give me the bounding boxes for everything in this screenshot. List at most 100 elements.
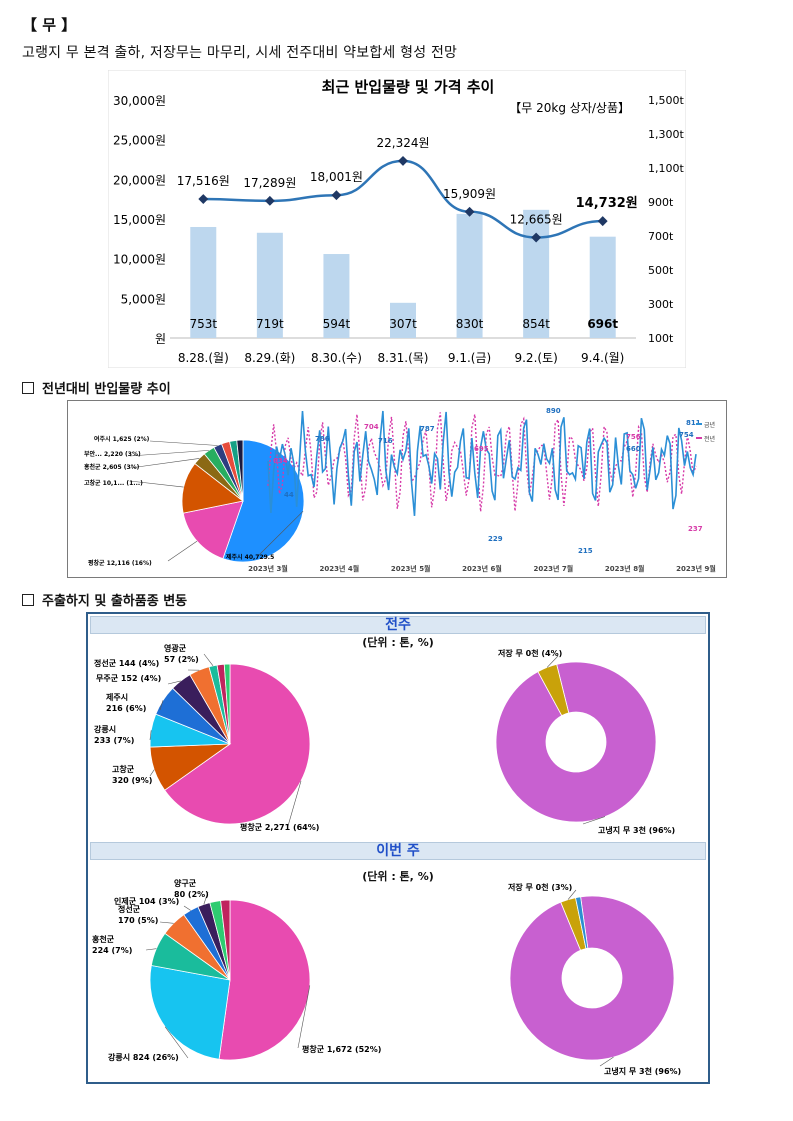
legend-label: 금년 (704, 421, 715, 429)
volume-label: 594t (323, 317, 351, 331)
slice-label: 평창군 1,672 (52%) (302, 1044, 381, 1054)
leader-line (129, 480, 184, 488)
unit-label-prev: (단위 : 톤, %) (362, 636, 434, 649)
chart-note: 【무 20kg 상자/상품】 (509, 101, 630, 115)
slice-label: 평창군 12,116 (16%) (88, 559, 152, 567)
leader-line (129, 450, 209, 457)
x-tick: 8.29.(화) (244, 351, 295, 365)
slice-label: 233 (7%) (94, 736, 134, 745)
price-point (331, 190, 342, 201)
slice-label: 고냉지 무 3천 (96%) (598, 825, 675, 835)
x-tick: 2023년 9월 (676, 564, 716, 573)
slice-label: 고창군 (112, 764, 135, 774)
point-label: 660 (626, 445, 641, 453)
pie-slice (537, 663, 570, 717)
price-label: 15,909원 (443, 187, 496, 201)
slice-label: 80 (2%) (174, 890, 209, 899)
x-tick: 2023년 5월 (391, 564, 431, 573)
volume-bar (323, 254, 350, 338)
slice-label: 320 (9%) (112, 776, 152, 785)
leader-line (203, 653, 214, 667)
leader-line (203, 891, 209, 905)
y-right-tick: 900t (648, 196, 674, 209)
price-point (531, 232, 542, 243)
y-left-tick: 10,000원 (113, 253, 166, 267)
slice-label: 여주시 1,625 (2%) (94, 435, 150, 443)
price-label: 12,665원 (510, 213, 563, 227)
chart-title: 최근 반입물량 및 가격 추이 (322, 78, 495, 96)
leader-line (159, 921, 174, 924)
slice-label: 인제군 104 (3%) (114, 896, 179, 906)
pie-slice (218, 899, 311, 1061)
slice-label: 평창군 2,271 (64%) (240, 822, 319, 832)
last-year-line (267, 412, 697, 512)
volume-bar (390, 302, 416, 338)
volume-label: 696t (587, 317, 618, 331)
y-right-tick: 1,300t (648, 128, 684, 141)
slice-label: 양구군 (174, 878, 197, 888)
slice-label: 57 (2%) (164, 655, 199, 664)
slice-label: 170 (5%) (118, 916, 158, 925)
y-right-tick: 1,500t (648, 94, 684, 107)
volume-bar (456, 213, 483, 338)
x-tick: 2023년 4월 (319, 564, 359, 573)
leader-line (567, 889, 577, 900)
pie-slice (164, 663, 311, 825)
point-label: 695 (474, 445, 489, 453)
slice-label: 제주시 40,729.5 (226, 553, 274, 561)
y-right-tick: 300t (648, 298, 674, 311)
slice-label: 정선군 (118, 904, 141, 914)
price-label: 17,289원 (243, 176, 296, 190)
slice-label: 제주시 (106, 692, 128, 702)
slice-label: 고창군 10,1... (1...) (84, 479, 143, 487)
section-origin: 주출하지 및 출하품종 변동 (22, 590, 187, 609)
point-label: 756 (626, 433, 641, 441)
volume-label: 307t (389, 317, 417, 331)
leader-line (159, 700, 164, 711)
origin-charts: 평창군 2,271 (64%) 고창군 320 (9%) 강릉시 233 (7%) 제주시… (92, 643, 681, 1076)
point-label: 44 (284, 491, 294, 499)
price-label: 14,732원 (576, 196, 638, 211)
yoy-charts: 제주시 40,729.5 평창군 12,116 (16%) 고창군 10,1... … (84, 407, 716, 573)
this-week-header: 이번 주 (90, 842, 706, 860)
prev-week-header: 전주 (90, 616, 706, 634)
y-right-tick: 100t (648, 332, 674, 345)
x-tick: 8.28.(월) (178, 351, 229, 365)
point-label: 237 (688, 525, 703, 533)
leader-line (149, 769, 155, 777)
x-tick: 8.30.(수) (311, 351, 362, 365)
y-left-tick: 15,000원 (113, 213, 166, 227)
point-label: 754 (679, 431, 694, 439)
origin-panel: 전주 이번 주 (단위 : 톤, %) (단위 : 톤, %) 평창군 2,27… (86, 612, 710, 1084)
slice-label: 224 (7%) (92, 946, 132, 955)
point-label: 786 (315, 435, 330, 443)
price-point (198, 194, 209, 204)
unit-label-this: (단위 : 톤, %) (362, 870, 434, 883)
x-tick: 2023년 3월 (248, 564, 288, 573)
slice-label: 강릉시 824 (26%) (108, 1052, 179, 1062)
y-left-tick: 원 (155, 332, 166, 346)
yoy-panel: 제주시 40,729.5 평창군 12,116 (16%) 고창군 10,1... … (67, 400, 727, 578)
pie-slice (220, 899, 231, 981)
y-left-tick: 20,000원 (113, 173, 166, 187)
y-right-tick: 700t (648, 230, 674, 243)
headline: 고랭지 무 본격 출하, 저장무는 마무리, 시세 전주대비 약보합세 형성 전… (22, 45, 458, 61)
x-tick: 2023년 7월 (533, 564, 573, 573)
y-left-tick: 25,000원 (113, 134, 166, 148)
leader-line (582, 816, 606, 825)
slice-label: 저장 무 0천 (3%) (508, 882, 572, 892)
leader-line (164, 1026, 189, 1059)
leader-line (599, 1056, 614, 1067)
slice-label: 홍천군 (92, 934, 115, 944)
slice-label: 고냉지 무 3천 (96%) (604, 1066, 681, 1076)
this-year-line (267, 410, 697, 516)
pie-slice (236, 439, 244, 502)
volume-bar (523, 209, 550, 338)
pie-slice (495, 661, 657, 823)
pie-slice (575, 896, 589, 950)
leader-line (149, 730, 152, 741)
x-tick: 8.31.(목) (378, 351, 429, 365)
leader-line (287, 780, 302, 827)
volume-bar (256, 232, 283, 338)
slice-label: 저장 무 0천 (4%) (498, 648, 562, 658)
